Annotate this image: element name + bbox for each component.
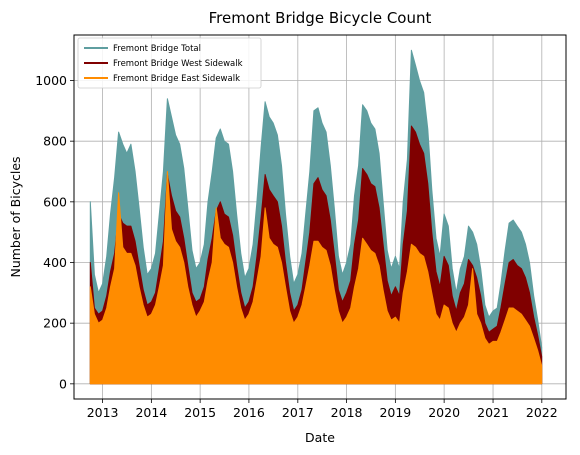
legend-box xyxy=(77,37,262,89)
legend-label-2: Fremont Bridge West Sidewalk xyxy=(113,59,243,69)
legend-label-3: Fremont Bridge East Sidewalk xyxy=(113,74,240,84)
x-axis-label: Date xyxy=(305,430,335,445)
x-tick-label: 2017 xyxy=(282,405,314,420)
x-tick-label: 2015 xyxy=(184,405,216,420)
plot-frame xyxy=(73,34,567,400)
chart-title: Fremont Bridge Bicycle Count xyxy=(209,9,432,27)
tick-layer: 2013 2014 2015 2016 2017 2018 2019 2020 2021 2022… xyxy=(35,73,558,420)
x-tick-label: 2022 xyxy=(526,405,558,420)
x-tick-label: 2014 xyxy=(135,405,167,420)
series-area-3 xyxy=(89,171,543,385)
y-tick-label: 600 xyxy=(43,194,67,209)
x-tick-label: 2018 xyxy=(331,405,363,420)
y-tick-label: 1000 xyxy=(35,73,67,88)
x-tick-label: 2016 xyxy=(233,405,265,420)
y-axis-label: Number of Bicycles xyxy=(8,156,23,277)
legend: Fremont Bridge Total Fremont Bridge West … xyxy=(77,37,262,89)
y-tick-label: 800 xyxy=(43,134,67,149)
series-layer xyxy=(89,49,543,385)
x-tick-label: 2020 xyxy=(428,405,460,420)
legend-label-1: Fremont Bridge Total xyxy=(113,44,201,54)
x-tick-label: 2019 xyxy=(379,405,411,420)
x-tick-label: 2013 xyxy=(87,405,119,420)
y-tick-label: 0 xyxy=(59,376,67,391)
y-tick-label: 400 xyxy=(43,255,67,270)
x-tick-label: 2021 xyxy=(477,405,509,420)
y-tick-label: 200 xyxy=(43,316,67,331)
